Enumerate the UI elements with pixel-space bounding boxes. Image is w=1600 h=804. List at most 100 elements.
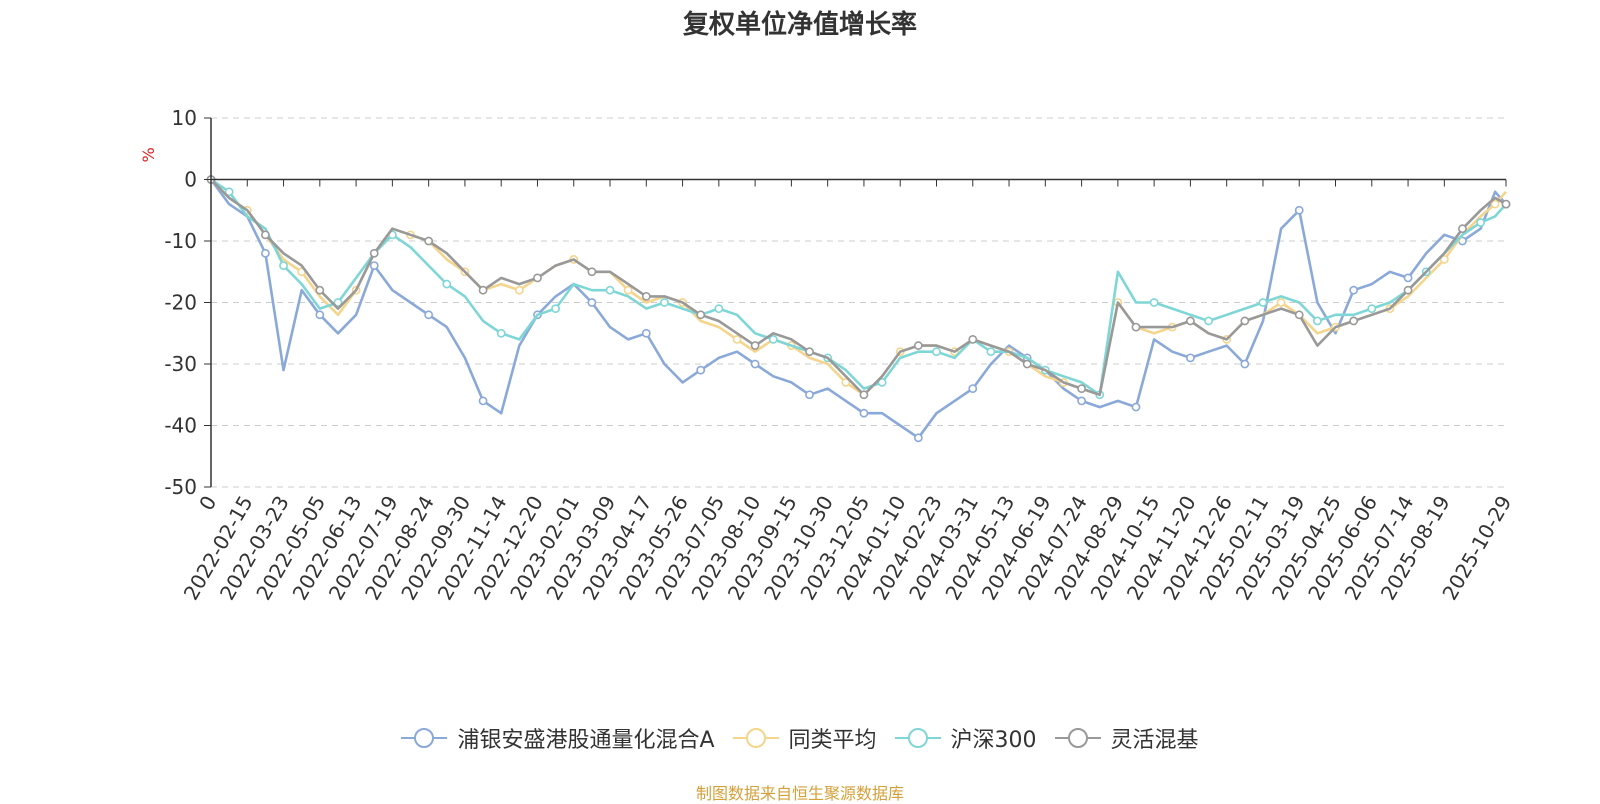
data-point: [1204, 316, 1213, 326]
data-point: [1294, 205, 1304, 215]
data-point: [424, 310, 434, 320]
data-point: [1186, 353, 1195, 363]
legend-swatch-hs300: [894, 726, 941, 750]
grid-lines: [211, 117, 1506, 488]
data-point: [768, 334, 778, 344]
data-point: [1131, 402, 1141, 412]
legend-item-hs300[interactable]: 沪深300: [894, 722, 1037, 754]
data-point: [660, 298, 669, 307]
data-point: [696, 365, 706, 375]
data-point: [986, 347, 996, 357]
data-point: [587, 298, 597, 307]
data-point: [605, 285, 615, 295]
data-point: [261, 230, 270, 240]
data-point: [1294, 310, 1304, 320]
data-source-note: 制图数据来自恒生聚源数据库: [695, 784, 904, 803]
data-point: [315, 310, 325, 320]
data-point: [859, 390, 869, 400]
chart-title: 复权单位净值增长率: [682, 10, 917, 40]
data-point: [496, 328, 506, 338]
data-point: [261, 248, 270, 258]
data-point: [1077, 384, 1086, 393]
data-point: [587, 267, 597, 277]
series-line: [210, 178, 1507, 397]
y-tick-label: -50: [164, 475, 197, 499]
y-tick-label: 0: [184, 168, 197, 192]
data-point: [1367, 304, 1377, 314]
legend: 浦银安盛港股通量化混合A 同类平均 沪深300 灵活混基: [0, 722, 1600, 754]
data-point: [1490, 199, 1500, 209]
data-point: [1022, 359, 1032, 369]
legend-swatch-fund: [401, 726, 448, 750]
data-point: [1501, 199, 1511, 209]
data-point: [533, 273, 542, 283]
data-point: [442, 279, 452, 289]
data-point: [1439, 255, 1449, 264]
data-point: [1403, 285, 1413, 295]
legend-item-flexible-mixed[interactable]: 灵活混基: [1054, 722, 1199, 754]
data-point: [641, 328, 651, 338]
data-point: [1403, 273, 1413, 283]
data-point: [968, 384, 978, 393]
data-point: [478, 396, 488, 406]
data-point: [369, 261, 379, 270]
data-point: [1349, 316, 1359, 326]
data-point: [1240, 316, 1250, 326]
data-point: [369, 248, 379, 258]
y-tick-label: -40: [164, 414, 197, 438]
y-tick-label: -10: [164, 229, 197, 253]
data-point: [478, 285, 488, 295]
data-point: [224, 187, 234, 197]
data-point: [1149, 298, 1159, 307]
data-point: [1476, 218, 1486, 227]
series-line: [209, 178, 1507, 440]
data-point: [1240, 359, 1250, 369]
data-point: [1131, 322, 1141, 332]
series-layer: [206, 175, 1511, 443]
data-point: [1349, 285, 1359, 295]
data-point: [1458, 224, 1467, 234]
legend-label-peer-average: 同类平均: [788, 728, 877, 753]
data-point: [805, 347, 814, 357]
data-point: [315, 285, 325, 295]
data-point: [623, 285, 633, 295]
y-tick-label: -20: [164, 291, 197, 315]
data-point: [1186, 316, 1195, 326]
data-point: [424, 236, 434, 246]
legend-swatch-peer-average: [732, 726, 779, 750]
data-point: [913, 341, 923, 350]
data-point: [279, 261, 288, 270]
y-tick-label: -30: [164, 352, 197, 376]
data-point: [750, 341, 760, 350]
data-point: [696, 310, 706, 320]
data-point: [732, 334, 742, 344]
data-point: [1258, 298, 1268, 307]
data-point: [841, 378, 851, 387]
series-line: [210, 178, 1507, 397]
legend-label-hs300: 沪深300: [950, 728, 1037, 753]
data-point: [1312, 316, 1322, 326]
data-point: [641, 291, 651, 301]
data-point: [1276, 298, 1286, 307]
x-tick-label: 0: [194, 492, 221, 515]
data-point: [1077, 396, 1086, 406]
series-line: [210, 178, 1507, 397]
legend-label-flexible-mixed: 灵活混基: [1110, 728, 1199, 753]
legend-item-fund[interactable]: 浦银安盛港股通量化混合A: [401, 722, 715, 754]
data-point: [805, 390, 814, 400]
legend-swatch-flexible-mixed: [1054, 726, 1101, 750]
data-point: [932, 347, 941, 357]
data-point: [750, 359, 760, 369]
data-point: [877, 378, 887, 387]
legend-label-fund: 浦银安盛港股通量化混合A: [457, 728, 715, 753]
data-point: [968, 334, 978, 344]
legend-item-peer-average[interactable]: 同类平均: [732, 722, 877, 754]
data-point: [333, 298, 343, 307]
y-tick-label: 10: [172, 106, 197, 130]
data-point: [551, 304, 561, 314]
y-axis-unit: %: [139, 147, 158, 162]
data-point: [714, 304, 724, 314]
data-point: [859, 408, 869, 418]
data-point: [913, 433, 923, 443]
